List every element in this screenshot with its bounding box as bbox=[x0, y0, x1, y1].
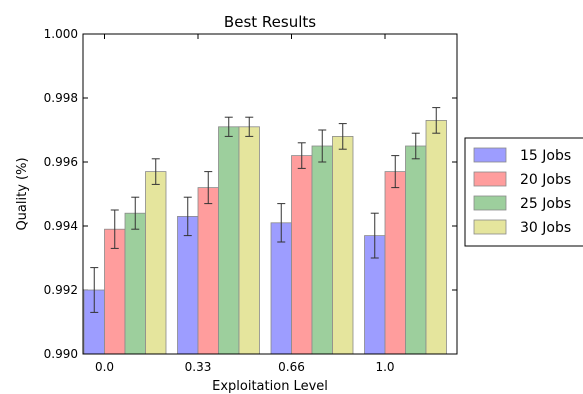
x-tick-label: 0.33 bbox=[185, 360, 212, 374]
legend-label: 25 Jobs bbox=[520, 196, 571, 212]
bar-25-jobs-0.66 bbox=[311, 145, 333, 355]
bar-30-jobs-0.66 bbox=[332, 135, 354, 355]
legend-swatch bbox=[473, 195, 507, 211]
legend-label: 15 Jobs bbox=[520, 148, 571, 164]
y-axis: 0.990 0.992 0.994 0.996 0.998 1.000 bbox=[44, 27, 457, 361]
legend-label: 30 Jobs bbox=[520, 220, 571, 236]
bars-layer bbox=[83, 120, 447, 355]
y-tick-label: 0.994 bbox=[44, 219, 78, 233]
legend-label: 20 Jobs bbox=[520, 172, 571, 188]
y-tick-label: 0.998 bbox=[44, 91, 78, 105]
x-tick-label: 0.66 bbox=[278, 360, 305, 374]
y-tick-label: 0.992 bbox=[44, 283, 78, 297]
bar-20-jobs-1.0 bbox=[384, 171, 406, 355]
bar-20-jobs-0.33 bbox=[197, 187, 219, 355]
y-tick-label: 0.990 bbox=[44, 347, 78, 361]
x-tick-label: 1.0 bbox=[375, 360, 394, 374]
bar-25-jobs-1.0 bbox=[405, 145, 427, 355]
legend: 15 Jobs 20 Jobs 25 Jobs 30 Jobs bbox=[464, 137, 583, 247]
y-tick-label: 1.000 bbox=[44, 27, 78, 41]
bar-25-jobs-0.0 bbox=[124, 212, 146, 355]
legend-swatch bbox=[473, 147, 507, 163]
bar-25-jobs-0.33 bbox=[218, 126, 240, 355]
bar-15-jobs-0.33 bbox=[177, 215, 199, 355]
bar-30-jobs-0.0 bbox=[145, 171, 167, 355]
legend-swatch bbox=[473, 219, 507, 235]
plot-frame bbox=[82, 33, 458, 355]
error-bars-layer bbox=[90, 107, 441, 313]
x-axis-label: Exploitation Level bbox=[212, 379, 328, 394]
bar-20-jobs-0.66 bbox=[291, 155, 313, 355]
y-tick-label: 0.996 bbox=[44, 155, 78, 169]
bar-30-jobs-0.33 bbox=[238, 126, 260, 355]
legend-swatch bbox=[473, 171, 507, 187]
y-axis-label: Quality (%) bbox=[15, 157, 30, 230]
chart-title: Best Results bbox=[224, 13, 316, 31]
x-tick-label: 0.0 bbox=[95, 360, 114, 374]
bar-30-jobs-1.0 bbox=[425, 120, 447, 355]
